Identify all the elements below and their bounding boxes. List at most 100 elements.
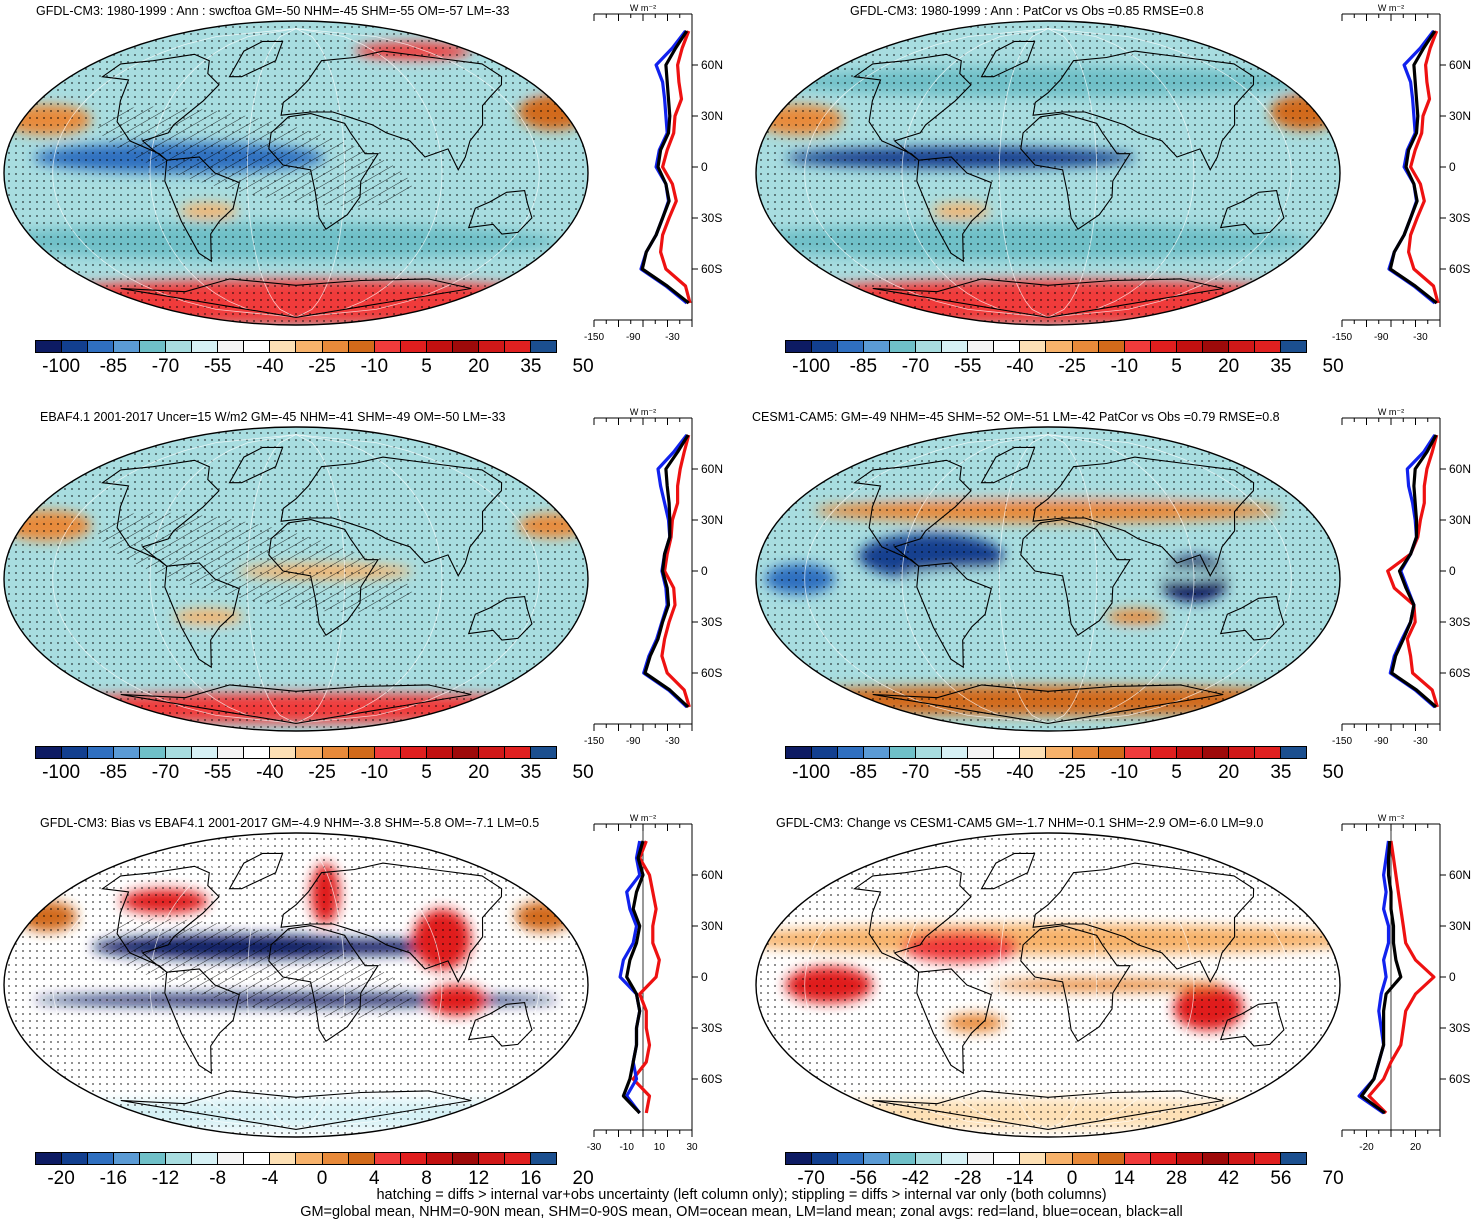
colorbar-tick-label: -25: [308, 762, 336, 783]
colorbar-swatch: [140, 1153, 167, 1164]
colorbar-swatch: [296, 341, 323, 352]
colorbar-tick-label: 5: [1171, 356, 1182, 377]
colorbar-tick-label: -85: [849, 762, 878, 783]
colorbar-swatch: [322, 1153, 349, 1164]
colorbar-swatch: [1254, 747, 1281, 758]
colorbar-swatch: [890, 747, 917, 758]
colorbar-swatch: [994, 341, 1021, 352]
colorbar-tick-label: 20: [468, 762, 490, 783]
zonal-x-tick-label: -90: [1374, 736, 1389, 747]
colorbar-tick-label: -55: [203, 356, 232, 377]
coastline-greenland: [228, 852, 284, 890]
colorbar-6: -70 -56 -42 -28 -14 0 14 28 42 56 70: [785, 1152, 1344, 1189]
colorbar-3: -100 -85 -70 -55 -40 -25 -10 5 20 35 50: [35, 746, 594, 783]
zonal-lat-label: 0: [701, 160, 708, 174]
colorbar-tick-label: -40: [1006, 762, 1034, 783]
graticule-line: [1047, 434, 1292, 724]
zonal-plot-2: W m⁻² 60N 30N 0 30S 60S -150 -90 -30: [1328, 0, 1478, 365]
zonal-x-tick-label: -30: [665, 736, 680, 747]
zonal-unit-label: W m⁻²: [1378, 813, 1404, 823]
colorbar-swatch: [322, 747, 349, 758]
zonal-plot-1: W m⁻² 60N 30N 0 30S 60S -150 -90 -30: [580, 0, 730, 365]
graticule-line: [52, 840, 297, 1130]
colorbar-swatch: [1072, 1153, 1099, 1164]
colorbar-tick-label: -40: [1006, 356, 1034, 377]
graticule-line: [804, 28, 1049, 318]
colorbar-tick-label: -10: [1110, 762, 1139, 783]
zonal-lat-label: 60S: [701, 1072, 722, 1086]
coastline-south-america: [164, 156, 240, 263]
colorbar-swatch: [530, 341, 556, 352]
coastline-europe-asia: [1032, 50, 1255, 171]
colorbar-swatch: [942, 341, 969, 352]
graticule-line: [52, 28, 297, 318]
zonal-lat-label: 30N: [701, 919, 723, 933]
colorbar-swatch: [530, 747, 556, 758]
colorbar-swatch: [916, 747, 943, 758]
panel-title-2: GFDL-CM3: 1980-1999 : Ann : PatCor vs Ob…: [850, 4, 1204, 18]
colorbar-tick-label: -12: [151, 1168, 180, 1189]
coastline-africa: [1020, 113, 1131, 230]
colorbar-swatch: [218, 747, 245, 758]
colorbar-tick-label: 35: [1270, 356, 1292, 377]
colorbar-swatch: [1228, 341, 1255, 352]
colorbar-swatch: [426, 341, 453, 352]
zonal-lat-label: 30N: [701, 109, 723, 123]
colorbar-swatch: [36, 747, 63, 758]
colorbar-tick-label: 12: [468, 1168, 490, 1189]
zonal-line-ocean: [1357, 840, 1391, 1115]
coastline-antarctica: [120, 278, 472, 318]
colorbar-swatches: [35, 746, 557, 759]
colorbar-swatch: [1150, 341, 1177, 352]
zonal-x-tick-label: -150: [1332, 332, 1352, 343]
graticule-line: [1047, 28, 1098, 318]
coastline-greenland: [980, 852, 1036, 890]
colorbar-tick-label: 20: [1218, 762, 1240, 783]
colorbar-tick-label: -10: [1110, 356, 1139, 377]
colorbar-tick-label: 0: [316, 1168, 328, 1189]
graticule-line: [1047, 28, 1195, 318]
colorbar-swatch: [864, 747, 891, 758]
zonal-x-tick-label: -30: [665, 332, 680, 343]
colorbar-swatch: [88, 341, 115, 352]
graticule-line: [1047, 840, 1292, 1130]
colorbar-tick-label: -85: [99, 356, 128, 377]
colorbar-tick-label: -55: [953, 762, 982, 783]
colorbar-tick-label: 56: [1270, 1168, 1292, 1189]
colorbar-swatch: [890, 341, 917, 352]
colorbar-swatch: [864, 341, 891, 352]
panel-title-6: GFDL-CM3: Change vs CESM1-CAM5 GM=-1.7 N…: [776, 816, 1264, 830]
zonal-x-tick-label: -30: [587, 1142, 602, 1153]
colorbar-swatch: [114, 747, 141, 758]
coastline-greenland: [228, 446, 284, 484]
coastline-australia: [1219, 596, 1285, 641]
colorbar-swatch: [1150, 1153, 1177, 1164]
colorbar-swatch: [244, 747, 271, 758]
graticule-line: [149, 434, 297, 724]
colorbar-swatch: [942, 1153, 969, 1164]
coastline-europe-asia: [1032, 862, 1255, 983]
colorbar-swatch: [1124, 1153, 1151, 1164]
zonal-lat-label: 30S: [701, 615, 722, 629]
zonal-line-all: [643, 434, 690, 709]
colorbar-swatch: [374, 1153, 401, 1164]
colorbar-swatch: [478, 341, 505, 352]
colorbar-tick-label: -16: [99, 1168, 128, 1189]
colorbar-swatch: [88, 1153, 115, 1164]
colorbar-tick-label: -85: [849, 356, 878, 377]
colorbar-tick-label: -55: [953, 356, 982, 377]
colorbar-swatch: [1046, 1153, 1073, 1164]
colorbar-tick-label: -25: [1058, 762, 1086, 783]
colorbar-swatch: [400, 1153, 427, 1164]
colorbar-swatch: [864, 1153, 891, 1164]
zonal-lat-label: 0: [701, 970, 708, 984]
colorbar-swatch: [1020, 1153, 1047, 1164]
stippling: [756, 21, 1340, 325]
zonal-plot-4: W m⁻² 60N 30N 0 30S 60S -150 -90 -30: [1328, 404, 1478, 769]
map-panel-3: [0, 424, 592, 734]
colorbar-tick-label: -70: [901, 762, 930, 783]
colorbar-tick-label: -70: [901, 356, 930, 377]
zonal-lat-label: 0: [1449, 970, 1456, 984]
coastline-north-america: [101, 53, 220, 161]
colorbar-swatch: [374, 341, 401, 352]
